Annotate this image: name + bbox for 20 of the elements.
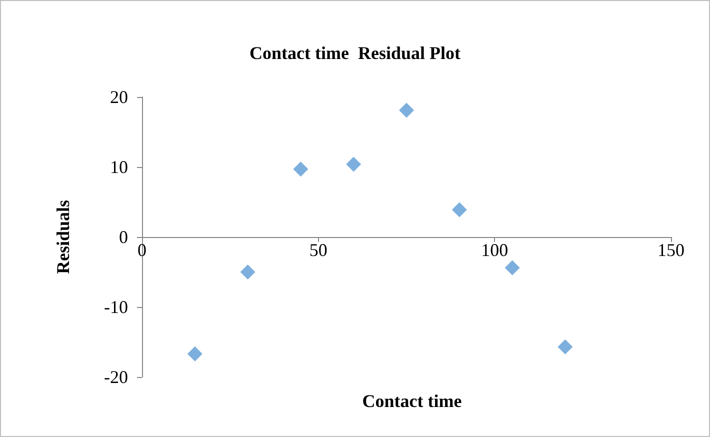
point (240, 264, 256, 280)
point (558, 339, 573, 354)
y-tick-label: -20 (104, 367, 128, 387)
x-tick-label: 150 (658, 240, 684, 260)
y-axis-title: Residuals (53, 200, 73, 274)
x-tick-label: 100 (481, 240, 508, 260)
y-tick-label: 10 (110, 157, 128, 177)
chart-title: Contact time Residual Plot (250, 43, 460, 63)
point (346, 156, 362, 172)
point (293, 162, 308, 177)
x-tick-label: 50 (309, 240, 328, 260)
y-tick-label: 0 (119, 227, 128, 247)
x-axis-title: Contact time (362, 391, 462, 411)
point (399, 102, 414, 118)
point (187, 346, 202, 362)
y-tick-label: 20 (110, 87, 128, 107)
y-tick-label: -10 (104, 297, 128, 317)
point (452, 202, 467, 218)
point (504, 260, 520, 276)
x-tick-label: 0 (138, 240, 146, 260)
